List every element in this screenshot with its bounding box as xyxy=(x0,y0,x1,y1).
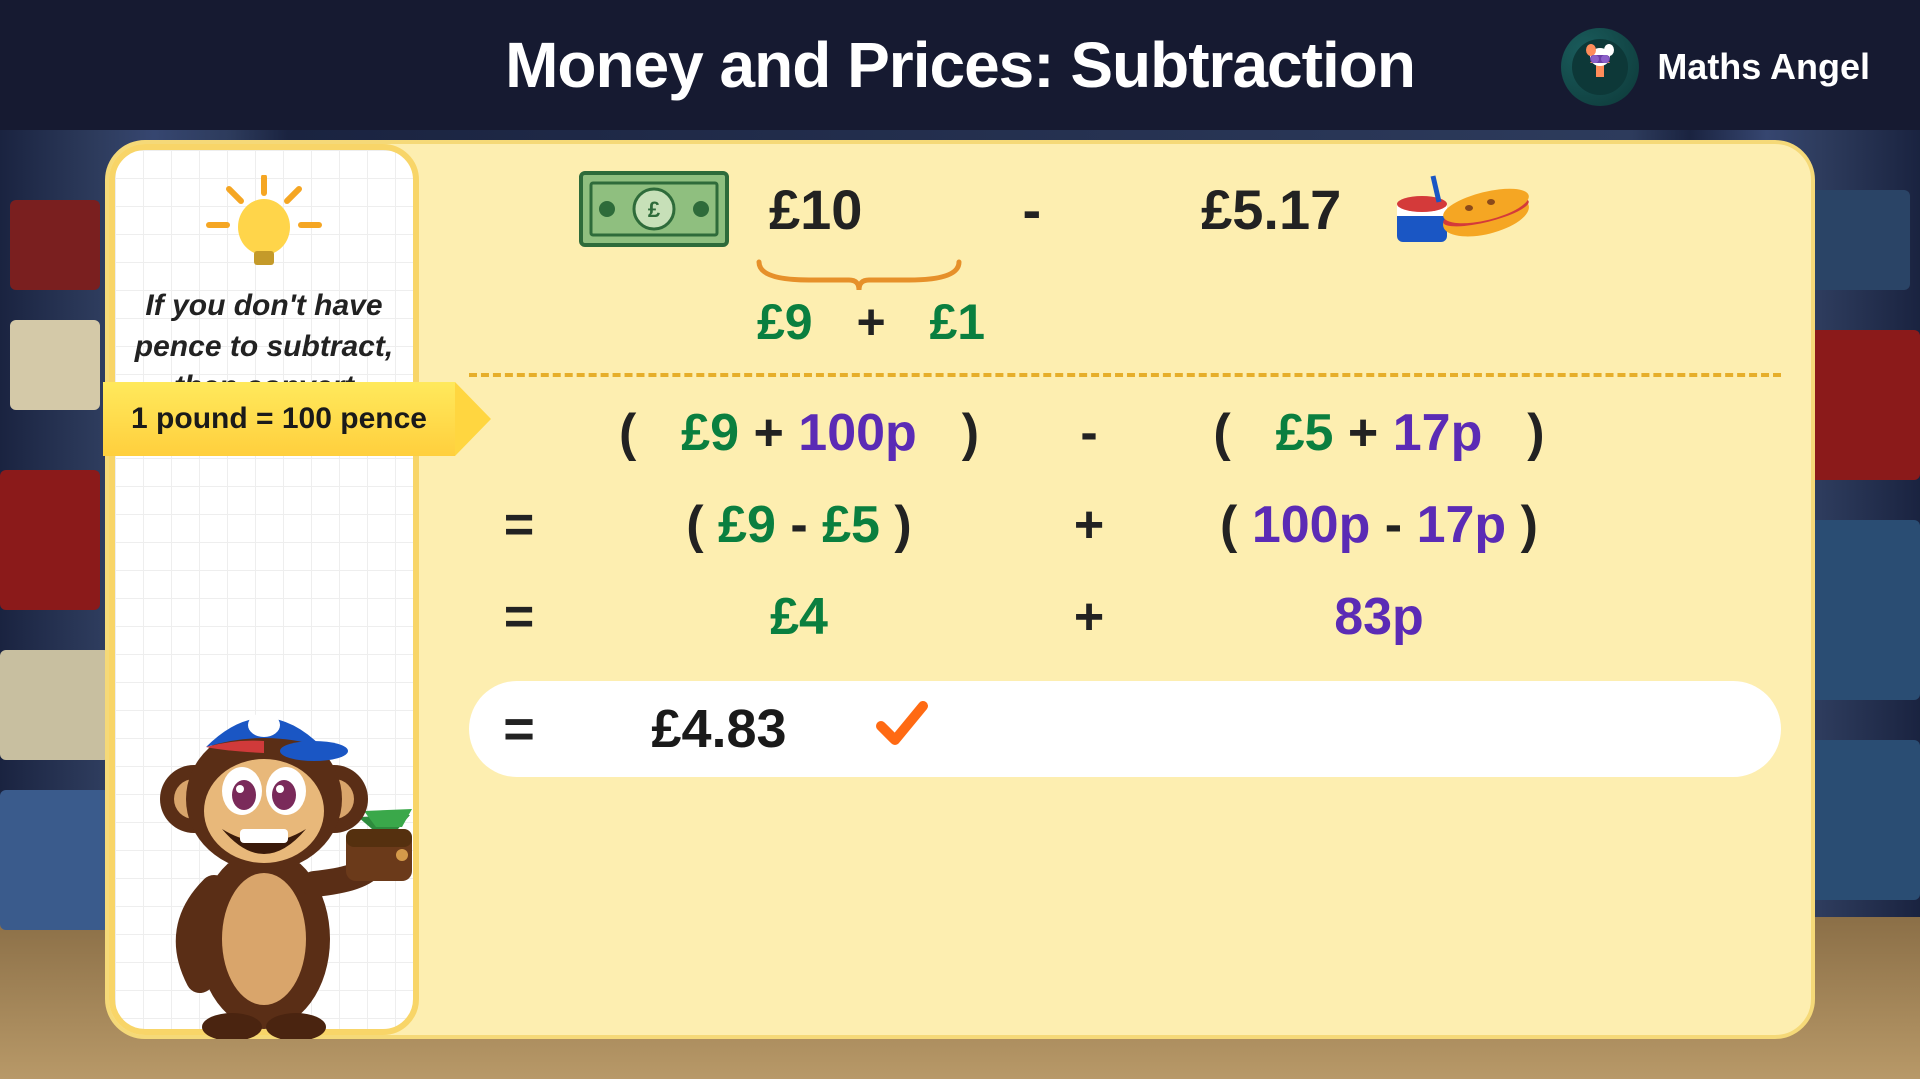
paren: ( xyxy=(1220,496,1237,554)
tip-box: If you don't have pence to subtract, the… xyxy=(109,144,419,1035)
dashed-divider xyxy=(469,373,1781,377)
r1-l2: 100p xyxy=(798,404,917,462)
r2-r2: 17p xyxy=(1417,496,1507,554)
split-row: £9 + £1 xyxy=(757,293,1781,351)
minus-op: - xyxy=(1022,177,1041,242)
subtrahend: £5.17 xyxy=(1201,177,1341,242)
eq-sign: = xyxy=(469,495,569,555)
paren: ) xyxy=(1527,404,1544,462)
curly-brace-icon xyxy=(749,256,969,292)
step-row-1: ( £9 + 100p ) - ( £5 + 17p ) xyxy=(469,403,1781,463)
r1-rplus: + xyxy=(1348,404,1378,462)
work-area: £ £10 - £5.17 xyxy=(469,164,1781,1015)
tip-line-1: If you don't have xyxy=(145,289,382,322)
conversion-text: 1 pound = 100 pence xyxy=(131,402,427,436)
paren: ( xyxy=(1213,404,1230,462)
paren: ) xyxy=(962,404,979,462)
lightbulb-icon xyxy=(199,170,329,280)
answer-bar: = £4.83 xyxy=(469,681,1781,777)
eq-sign: = xyxy=(469,587,569,647)
monkey-mascot-icon xyxy=(114,679,414,1039)
main-panel: If you don't have pence to subtract, the… xyxy=(105,140,1815,1039)
r1-r2: 17p xyxy=(1393,404,1483,462)
split-b: £1 xyxy=(929,294,985,350)
banknote-icon: £ xyxy=(579,171,729,247)
r1-lplus: + xyxy=(753,404,783,462)
r2-rop: - xyxy=(1385,496,1402,554)
r3-mid: + xyxy=(1029,587,1149,647)
brand-name: Maths Angel xyxy=(1657,46,1870,88)
step-row-2: = ( £9 - £5 ) + ( 100p - 17p ) xyxy=(469,495,1781,555)
eq-sign: = xyxy=(469,698,569,760)
r3-left: £4 xyxy=(770,588,828,646)
page-title: Money and Prices: Subtraction xyxy=(505,28,1415,102)
paren: ) xyxy=(1521,496,1538,554)
conversion-ribbon: 1 pound = 100 pence xyxy=(103,382,455,456)
r2-r1: 100p xyxy=(1252,496,1371,554)
brace-row xyxy=(749,256,1781,297)
r2-l2: £5 xyxy=(822,496,880,554)
food-icon xyxy=(1391,164,1531,254)
check-icon xyxy=(875,695,929,764)
split-plus: + xyxy=(856,294,885,350)
paren: ( xyxy=(686,496,703,554)
header-bar: Money and Prices: Subtraction Maths Ange… xyxy=(0,0,1920,130)
r1-l1: £9 xyxy=(681,404,739,462)
answer-value: £4.83 xyxy=(569,698,869,760)
brand: Maths Angel xyxy=(1561,28,1870,106)
problem-line: £ £10 - £5.17 xyxy=(579,164,1781,254)
r1-r1: £5 xyxy=(1276,404,1334,462)
r2-mid: + xyxy=(1029,495,1149,555)
tip-line-2: pence to subtract, xyxy=(135,330,393,363)
paren: ) xyxy=(894,496,911,554)
r2-l1: £9 xyxy=(718,496,776,554)
brand-logo-icon xyxy=(1561,28,1639,106)
split-a: £9 xyxy=(757,294,813,350)
r1-mid: - xyxy=(1029,403,1149,463)
r3-right: 83p xyxy=(1334,588,1424,646)
minuend: £10 xyxy=(769,177,862,242)
paren: ( xyxy=(619,404,636,462)
svg-text:£: £ xyxy=(648,197,661,222)
step-row-3: = £4 + 83p xyxy=(469,587,1781,647)
r2-lop: - xyxy=(790,496,807,554)
